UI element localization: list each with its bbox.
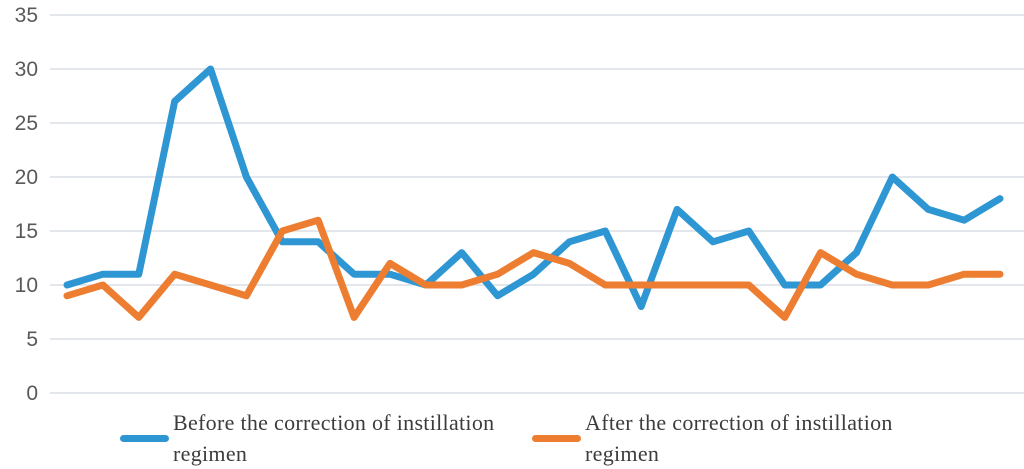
y-axis-tick-label-10: 10: [15, 274, 38, 297]
legend-item-after: After the correction of instillation reg…: [532, 407, 925, 469]
y-axis-tick-label-0: 0: [26, 382, 38, 405]
legend-item-before: Before the correction of instillation re…: [120, 407, 525, 469]
legend-swatch-after-icon: [532, 434, 581, 442]
legend-swatch-before-icon: [120, 434, 169, 442]
legend-label-before: Before the correction of instillation re…: [173, 410, 495, 466]
y-axis-tick-label-35: 35: [15, 4, 38, 27]
y-axis-tick-label-30: 30: [15, 58, 38, 81]
legend-label-after: After the correction of instillation reg…: [585, 410, 893, 466]
y-axis-tick-label-20: 20: [15, 166, 38, 189]
series-line-before: [63, 65, 1004, 311]
series-line-after: [63, 216, 1004, 321]
y-axis-tick-label-5: 5: [26, 328, 38, 351]
y-axis-tick-label-15: 15: [15, 220, 38, 243]
plot-area: 0 5 10 15 20 25 30 35: [15, 4, 1024, 405]
y-axis-tick-label-25: 25: [15, 112, 38, 135]
